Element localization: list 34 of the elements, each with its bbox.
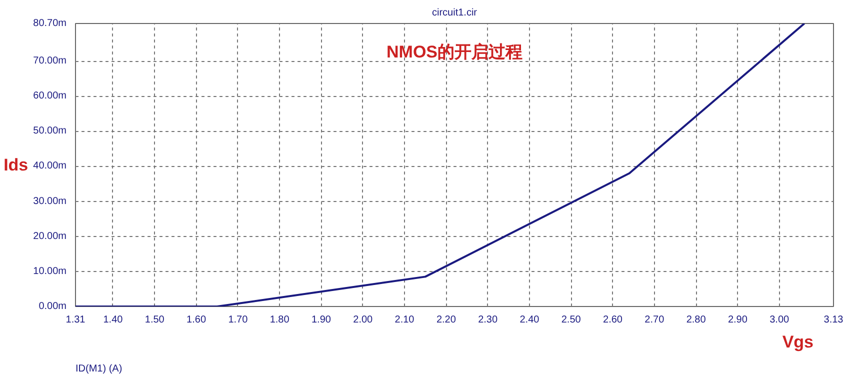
text: NMOS的开启过程: [386, 42, 522, 62]
y-tick-label: 60.00m: [33, 90, 67, 102]
x-tick-label: 1.90: [311, 314, 332, 326]
x-tick-label: 2.50: [561, 314, 582, 326]
x-tick-label: 2.20: [436, 314, 456, 326]
y-tick-label: 30.00m: [33, 196, 67, 207]
x-tick-label: 1.40: [103, 314, 124, 326]
y-axis-title: Ids: [4, 156, 28, 174]
y-tick-label: 0.00m: [38, 301, 67, 312]
line-series: [76, 24, 806, 306]
x-tick-label: 1.60: [186, 314, 206, 326]
x-tick-label: 2.00: [353, 314, 374, 326]
x-tick-label: 2.10: [394, 314, 415, 326]
y-tick-label: 50.00m: [33, 126, 67, 137]
y-tick-label: 20.00m: [33, 230, 67, 242]
x-tick-label: 3.13: [824, 314, 844, 326]
y-tick-label: 70.00m: [33, 56, 67, 67]
x-tick-label: 2.90: [728, 314, 748, 326]
y-tick-label: 10.00m: [33, 266, 67, 277]
x-tick-label: 2.80: [686, 314, 706, 326]
x-tick-label: 3.00: [770, 314, 790, 326]
text: ID(M1) (A): [76, 364, 122, 374]
x-tick-label: 1.31: [66, 314, 86, 326]
y-tick-label: 40.00m: [33, 160, 67, 172]
x-tick-label: 1.50: [144, 314, 165, 326]
x-tick-label: 2.40: [520, 314, 540, 326]
x-tick-label: 2.70: [644, 314, 665, 326]
x-axis-title: Vgs: [782, 332, 814, 352]
y-tick-label: 80.70m: [33, 18, 67, 29]
x-tick-label: 2.60: [603, 314, 623, 326]
x-tick-label: 1.70: [228, 314, 248, 326]
chart-subtitle: circuit1.cir: [432, 8, 478, 18]
x-tick-label: 1.80: [270, 314, 290, 326]
x-tick-label: 2.30: [478, 314, 498, 326]
